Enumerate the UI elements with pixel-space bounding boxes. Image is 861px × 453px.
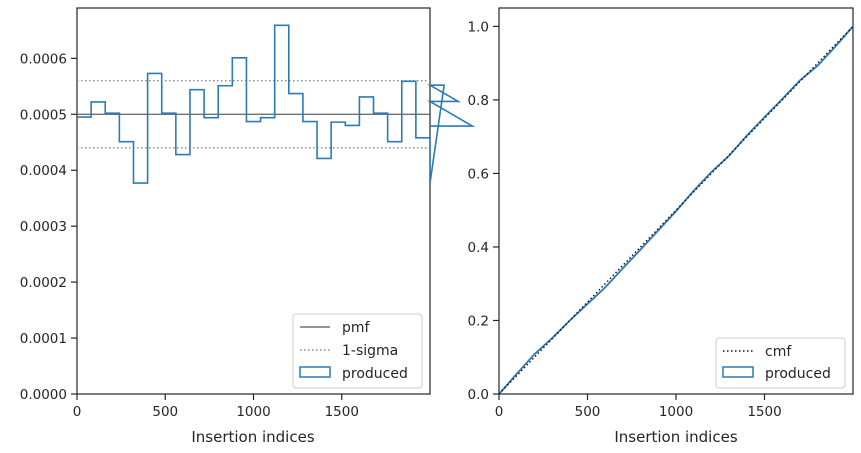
- y-tick-label: 0.0003: [20, 219, 67, 235]
- produced-histogram-step: [77, 24, 476, 184]
- histogram-panel: 0.0000 0.0001 0.0002 0.0003 0.0004 0.0005 0.00…: [20, 7, 476, 446]
- right-legend: cmf produced: [715, 337, 846, 389]
- y-tick-label: 1.0: [468, 19, 489, 35]
- x-tick-label: 500: [575, 404, 601, 420]
- y-tick-label: 0.0000: [20, 387, 67, 403]
- y-tick-label: 0.4: [468, 240, 489, 256]
- y-tick-label: 0.0: [468, 387, 489, 403]
- legend-produced-swatch: [722, 366, 754, 378]
- y-tick-label: 0.0002: [20, 275, 67, 291]
- left-legend: pmf 1-sigma produced: [292, 313, 423, 389]
- y-tick-label: 0.0001: [20, 331, 67, 347]
- legend-produced-label: produced: [342, 366, 408, 382]
- y-tick-label: 0.8: [468, 93, 489, 109]
- cumulative-panel: 0.0 0.2 0.4 0.6 0.8 1.0 0 500 1000 1500 Insertio…: [468, 7, 854, 446]
- legend-produced-swatch: [299, 366, 331, 378]
- right-plot-frame: [498, 7, 854, 395]
- y-tick-label: 0.0006: [20, 51, 67, 67]
- x-tick-label: 1500: [325, 404, 359, 420]
- x-tick-label: 1000: [659, 404, 693, 420]
- right-x-ticks: 0 500 1000 1500: [495, 394, 782, 420]
- left-y-ticks: 0.0000 0.0001 0.0002 0.0003 0.0004 0.0005 0.00…: [20, 51, 77, 403]
- right-x-axis-label: Insertion indices: [614, 428, 737, 446]
- x-tick-label: 0: [495, 404, 504, 420]
- y-tick-label: 0.0005: [20, 107, 67, 123]
- left-x-axis-label: Insertion indices: [191, 428, 314, 446]
- left-legend-box: [292, 313, 423, 389]
- x-tick-label: 1500: [747, 404, 781, 420]
- cmf-line: [498, 25, 854, 395]
- right-y-ticks: 0.0 0.2 0.4 0.6 0.8 1.0: [468, 19, 499, 403]
- legend-pmf-label: pmf: [342, 320, 371, 336]
- left-reference-lines: [77, 80, 430, 149]
- left-x-ticks: 0 500 1000 1500: [73, 394, 359, 420]
- legend-sigma-label: 1-sigma: [342, 343, 398, 359]
- x-tick-label: 0: [73, 404, 82, 420]
- y-tick-label: 0.6: [468, 166, 489, 182]
- legend-cmf-label: cmf: [765, 344, 792, 360]
- y-tick-label: 0.2: [468, 313, 489, 329]
- y-tick-label: 0.0004: [20, 163, 67, 179]
- x-tick-label: 1000: [236, 404, 270, 420]
- x-tick-label: 500: [152, 404, 178, 420]
- legend-produced-label-right: produced: [765, 366, 831, 382]
